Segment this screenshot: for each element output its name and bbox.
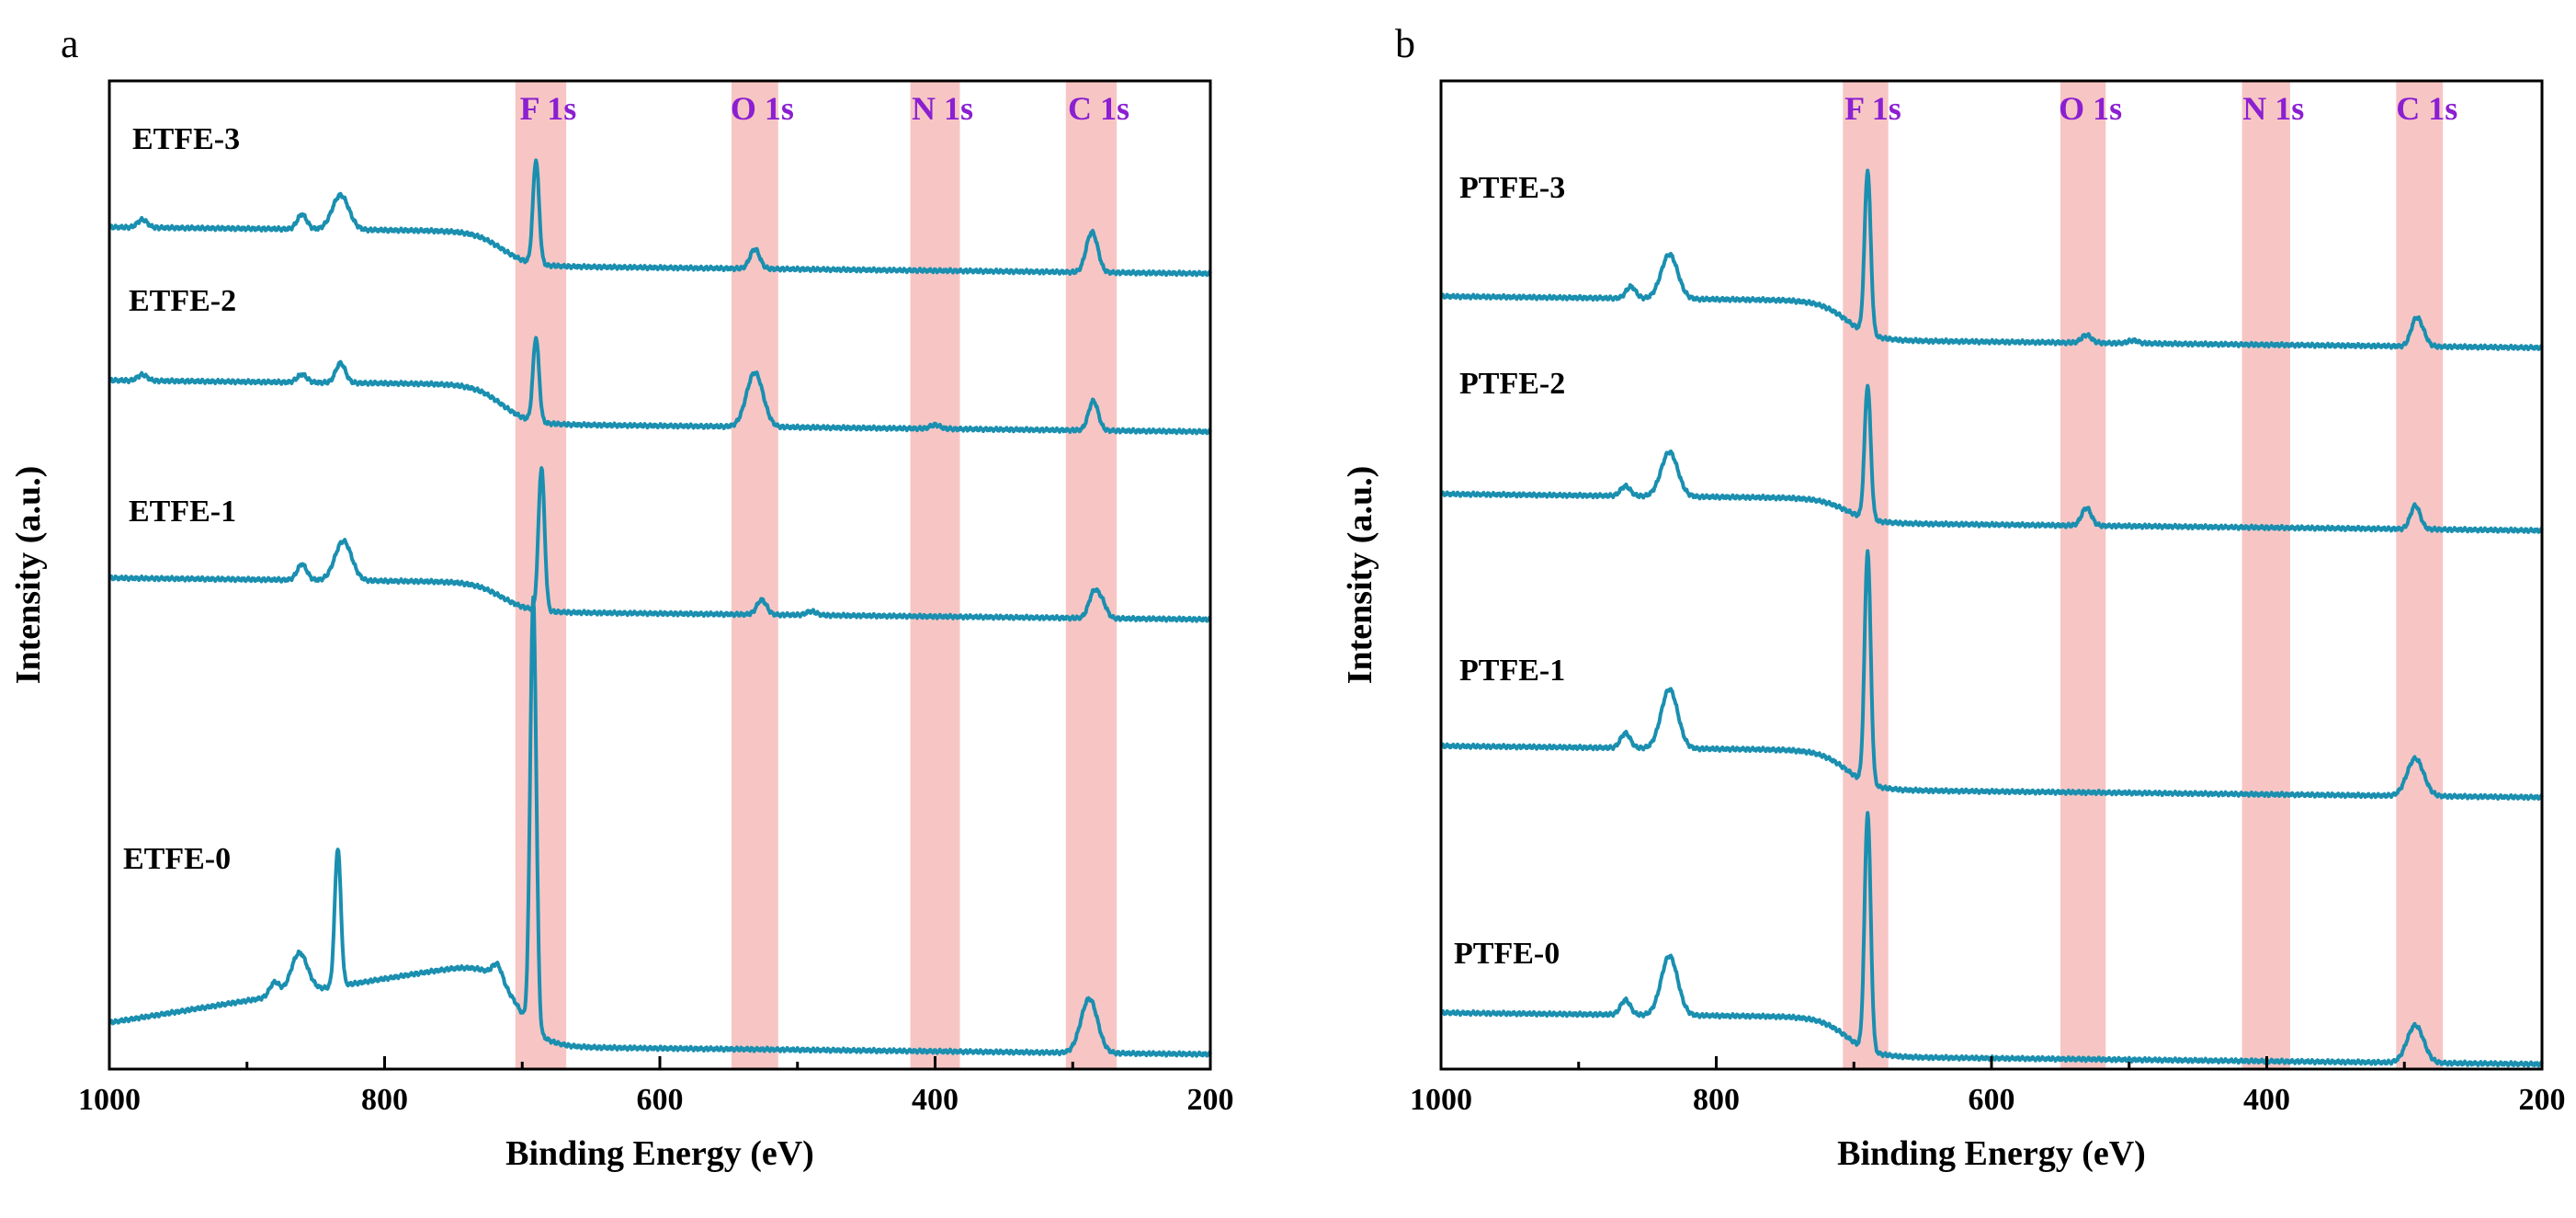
panel-letter-b: b: [1395, 21, 1415, 66]
x-axis-ticks: 1000 800 600 400 200: [1410, 1056, 2566, 1117]
band-label-n-1s: N 1s: [2242, 90, 2304, 127]
band-label-c-1s: C 1s: [1068, 90, 1129, 127]
panel-letter-a: a: [61, 21, 79, 66]
x-tick-label: 800: [361, 1083, 408, 1117]
x-tick-label: 800: [1693, 1083, 1740, 1117]
series-line-etfe-2: [108, 336, 1212, 436]
band-label-o-1s: O 1s: [731, 90, 794, 127]
y-axis-title: Intensity (a.u.): [9, 466, 48, 685]
band-c-1s: [2396, 81, 2444, 1069]
series-line-etfe-3: [108, 158, 1212, 278]
series-label-etfe-1: ETFE-1: [129, 495, 236, 529]
band-n-1s: [910, 81, 960, 1069]
series-label-ptfe-3: PTFE-3: [1459, 171, 1565, 205]
series-line-ptfe-0: [1439, 811, 2544, 1068]
band-label-c-1s: C 1s: [2396, 90, 2457, 127]
series-line-etfe-0: [108, 595, 1212, 1058]
binding-energy-bands: F 1s O 1s N 1s C 1s: [1843, 81, 2457, 1069]
x-axis-title: Binding Energy (eV): [505, 1134, 814, 1173]
band-label-f-1s: F 1s: [520, 90, 577, 127]
series-line-ptfe-3: [1439, 168, 2544, 352]
band-n-1s: [2241, 81, 2290, 1069]
plot-frame: [1439, 79, 2544, 1071]
band-o-1s: [2060, 81, 2106, 1069]
series-label-ptfe-0: PTFE-0: [1454, 937, 1560, 971]
binding-energy-bands: F 1s O 1s N 1s C 1s: [515, 81, 1129, 1069]
x-tick-label: 600: [637, 1083, 684, 1117]
panel-b-ptfe-spectra: b F 1s O 1s N 1s C 1s PTFE-3PTFE-2PTFE-1PTF…: [1341, 21, 2566, 1173]
x-axis-title: Binding Energy (eV): [1837, 1134, 2146, 1173]
series-label-etfe-3: ETFE-3: [132, 122, 240, 156]
band-label-n-1s: N 1s: [912, 90, 973, 127]
x-tick-label: 600: [1969, 1083, 2015, 1117]
x-tick-label: 200: [1187, 1083, 1234, 1117]
series-label-etfe-0: ETFE-0: [123, 842, 231, 876]
band-label-f-1s: F 1s: [1844, 90, 1901, 127]
band-o-1s: [731, 81, 778, 1069]
panel-a-etfe-spectra: a F 1s O 1s N 1s C 1s ETFE-3ETFE-2ETFE-1ETF…: [9, 21, 1234, 1173]
x-tick-label: 400: [2243, 1083, 2290, 1117]
series-label-ptfe-2: PTFE-2: [1459, 367, 1565, 401]
spectra-lines: [108, 158, 1212, 1058]
band-label-o-1s: O 1s: [2059, 90, 2122, 127]
series-labels: ETFE-3 ETFE-2 ETFE-1 ETFE-0: [123, 122, 240, 876]
x-tick-label: 200: [2519, 1083, 2566, 1117]
series-labels: PTFE-3 PTFE-2 PTFE-1 PTFE-0: [1454, 171, 1565, 971]
series-line-ptfe-2: [1439, 383, 2544, 534]
series-line-etfe-1: [108, 466, 1212, 623]
x-tick-label: 400: [912, 1083, 959, 1117]
y-axis-title: Intensity (a.u.): [1341, 466, 1379, 685]
band-c-1s: [1065, 81, 1118, 1069]
spectra-lines: [1439, 168, 2544, 1068]
series-label-etfe-2: ETFE-2: [129, 284, 236, 318]
series-line-ptfe-1: [1439, 549, 2544, 802]
x-axis-ticks: 1000 800 600 400 200: [78, 1056, 1234, 1117]
x-tick-label: 1000: [78, 1083, 141, 1117]
x-tick-label: 1000: [1410, 1083, 1472, 1117]
series-label-ptfe-1: PTFE-1: [1459, 654, 1565, 688]
